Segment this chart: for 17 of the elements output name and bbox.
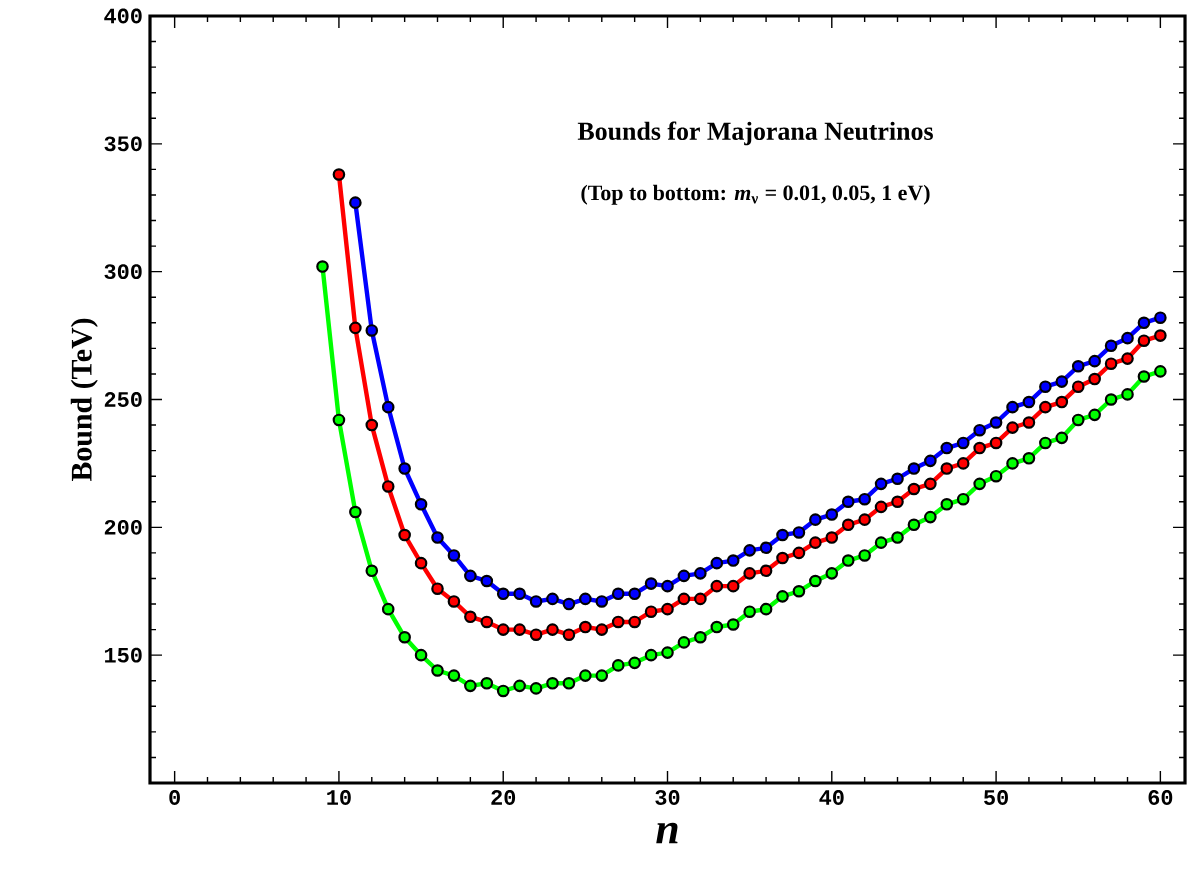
y-tick-label: 350: [104, 136, 142, 152]
x-tick-label: 50: [984, 790, 1008, 805]
y-tick-label: 250: [104, 392, 142, 407]
x-axis-title: n: [656, 822, 678, 844]
x-tick-label: 10: [327, 790, 351, 805]
y-tick-label: 200: [104, 519, 142, 535]
x-tick-label: 0: [169, 790, 180, 805]
y-tick-label: 150: [104, 647, 142, 663]
y-tick-label: 400: [104, 8, 142, 24]
x-tick-label: 60: [1148, 790, 1173, 805]
y-axis-title: Bound (TeV): [70, 318, 98, 482]
x-tick-label: 30: [655, 790, 680, 805]
x-tick-label: 40: [819, 790, 844, 805]
x-tick-label: 20: [491, 790, 516, 805]
text: Bounds for Majorana Neutrinos: [577, 121, 933, 146]
y-tick-label: 300: [104, 264, 142, 280]
text: (Top to bottom: m$_{ν}$ = 0.01, 0.05, 1 eV): [581, 184, 930, 205]
